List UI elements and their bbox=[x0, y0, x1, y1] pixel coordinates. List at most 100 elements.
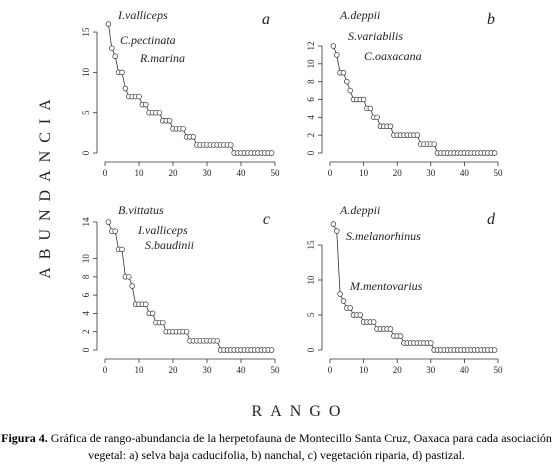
y-tick-label: 2 bbox=[81, 329, 91, 334]
data-point bbox=[340, 298, 347, 304]
data-point bbox=[344, 78, 350, 85]
data-point bbox=[109, 45, 115, 51]
y-tick-label: 10 bbox=[81, 67, 91, 77]
x-tick-label: 50 bbox=[271, 168, 281, 178]
species-label: I.valliceps bbox=[137, 223, 188, 237]
data-point bbox=[431, 141, 437, 147]
data-point bbox=[119, 69, 125, 76]
y-tick-label: 5 bbox=[81, 110, 91, 115]
x-tick-label: 0 bbox=[103, 365, 108, 375]
y-axis-label: ABUNDANCIA bbox=[37, 91, 54, 279]
data-point bbox=[149, 310, 156, 317]
data-point bbox=[360, 96, 367, 103]
y-tick-label: 8 bbox=[306, 79, 316, 84]
data-point bbox=[428, 340, 434, 346]
x-tick-label: 10 bbox=[135, 365, 145, 375]
y-tick-label: 8 bbox=[81, 274, 91, 279]
x-tick-label: 10 bbox=[359, 365, 369, 375]
y-tick-label: 4 bbox=[306, 115, 316, 120]
panel-label: d bbox=[487, 211, 496, 228]
data-point bbox=[122, 85, 129, 92]
y-tick-label: 6 bbox=[306, 97, 316, 102]
data-point bbox=[268, 150, 275, 156]
data-point bbox=[119, 246, 125, 253]
y-tick-label: 5 bbox=[306, 312, 316, 317]
data-point bbox=[160, 319, 166, 326]
data-point bbox=[136, 93, 142, 100]
data-point bbox=[357, 312, 363, 318]
y-tick-label: 10 bbox=[306, 275, 316, 285]
data-point bbox=[105, 21, 112, 27]
y-tick-label: 10 bbox=[81, 254, 91, 264]
x-tick-label: 0 bbox=[328, 168, 333, 178]
x-axis-label: RANGO bbox=[252, 403, 349, 420]
y-tick-label: 2 bbox=[306, 133, 316, 138]
x-tick-label: 40 bbox=[460, 168, 470, 178]
data-point bbox=[190, 134, 197, 140]
data-point bbox=[340, 69, 347, 76]
caption: Figura 4. Gráfica de rango-abundancia de… bbox=[0, 430, 553, 464]
data-point bbox=[491, 347, 498, 353]
caption-text: Gráfica de rango-abundancia de la herpet… bbox=[50, 431, 552, 462]
x-tick-label: 40 bbox=[460, 365, 470, 375]
y-tick-label: 0 bbox=[81, 150, 91, 155]
panel-label: a bbox=[262, 11, 270, 28]
species-label: S.baudinii bbox=[145, 238, 194, 252]
data-point bbox=[347, 305, 353, 311]
x-tick-label: 10 bbox=[135, 168, 145, 178]
data-point bbox=[333, 52, 340, 58]
data-point bbox=[143, 301, 149, 308]
x-tick-label: 30 bbox=[426, 365, 436, 375]
x-tick-label: 10 bbox=[359, 168, 369, 178]
data-point bbox=[333, 228, 340, 234]
data-point bbox=[330, 221, 337, 227]
y-tick-label: 14 bbox=[81, 217, 91, 227]
data-point bbox=[367, 105, 374, 112]
x-tick-label: 50 bbox=[494, 365, 504, 375]
species-label: B.vittatus bbox=[118, 203, 164, 217]
x-tick-label: 50 bbox=[494, 168, 504, 178]
species-label: S.variabilis bbox=[348, 29, 403, 43]
x-tick-label: 30 bbox=[203, 168, 213, 178]
x-tick-label: 30 bbox=[426, 168, 436, 178]
data-point bbox=[347, 87, 353, 94]
x-tick-label: 50 bbox=[271, 365, 281, 375]
data-point bbox=[112, 53, 118, 59]
data-point bbox=[105, 219, 112, 225]
data-point bbox=[491, 150, 498, 156]
data-point bbox=[156, 109, 163, 116]
data-point bbox=[129, 283, 135, 289]
x-tick-label: 40 bbox=[237, 168, 247, 178]
species-label: C.oaxacana bbox=[364, 49, 422, 63]
data-point bbox=[228, 142, 234, 148]
species-label: A.deppii bbox=[339, 203, 380, 217]
species-label: R.marina bbox=[139, 51, 185, 65]
species-label: M.mentovarius bbox=[349, 279, 423, 293]
data-point bbox=[180, 126, 186, 132]
species-label: C.pectinata bbox=[120, 33, 176, 47]
x-tick-label: 20 bbox=[393, 365, 403, 375]
data-point bbox=[374, 114, 380, 121]
data-point bbox=[112, 228, 118, 234]
data-point bbox=[143, 101, 149, 108]
x-tick-label: 0 bbox=[328, 365, 333, 375]
data-point bbox=[337, 291, 343, 297]
y-tick-label: 0 bbox=[306, 150, 316, 155]
x-tick-label: 0 bbox=[103, 168, 108, 178]
data-point bbox=[126, 274, 132, 280]
y-tick-label: 15 bbox=[81, 27, 91, 37]
y-tick-label: 4 bbox=[81, 311, 91, 316]
data-point bbox=[268, 347, 275, 353]
x-tick-label: 40 bbox=[237, 365, 247, 375]
panel-label: c bbox=[263, 211, 270, 228]
x-tick-label: 20 bbox=[393, 168, 403, 178]
data-point bbox=[387, 123, 394, 129]
data-point bbox=[370, 319, 377, 325]
data-point bbox=[330, 43, 337, 49]
data-point bbox=[397, 333, 404, 339]
y-tick-label: 12 bbox=[306, 42, 316, 51]
data-point bbox=[414, 132, 421, 138]
data-point bbox=[183, 328, 190, 335]
